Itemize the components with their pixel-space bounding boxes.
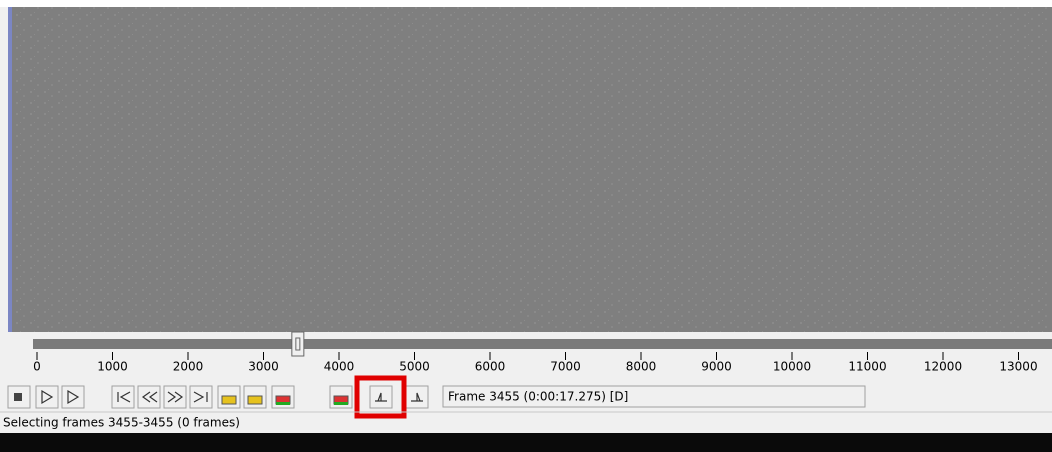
video-pane xyxy=(8,7,1052,332)
slider-track[interactable] xyxy=(33,339,1052,349)
status-text: Selecting frames 3455-3455 (0 frames) xyxy=(3,416,240,430)
play-input-button[interactable] xyxy=(35,385,59,409)
tick-label: 0 xyxy=(33,360,41,374)
highlight-box xyxy=(354,375,407,419)
tick-label: 5000 xyxy=(399,360,430,374)
tick-label: 12000 xyxy=(924,360,962,374)
tick-label: 7000 xyxy=(550,360,581,374)
tick-label: 8000 xyxy=(626,360,657,374)
tick-label: 11000 xyxy=(848,360,886,374)
frame-box xyxy=(442,385,866,408)
bottom-bar xyxy=(0,433,1052,452)
start-button[interactable] xyxy=(111,385,135,409)
tick-label: 4000 xyxy=(324,360,355,374)
tick-label: 3000 xyxy=(248,360,279,374)
slider-thumb-grip xyxy=(295,337,301,351)
pane-border xyxy=(8,7,12,332)
tick-label: 6000 xyxy=(475,360,506,374)
frame-display: Frame 3455 (0:00:17.275) [D] xyxy=(448,390,628,404)
tick-label: 1000 xyxy=(97,360,128,374)
tick-label: 10000 xyxy=(773,360,811,374)
end-button[interactable] xyxy=(189,385,213,409)
tick-label: 2000 xyxy=(173,360,204,374)
play-output-button[interactable] xyxy=(61,385,85,409)
toolbar xyxy=(7,375,429,419)
top-strip xyxy=(0,0,1052,7)
slider-thumb[interactable] xyxy=(291,331,305,357)
tick-label: 13000 xyxy=(999,360,1037,374)
tick-label: 9000 xyxy=(701,360,732,374)
